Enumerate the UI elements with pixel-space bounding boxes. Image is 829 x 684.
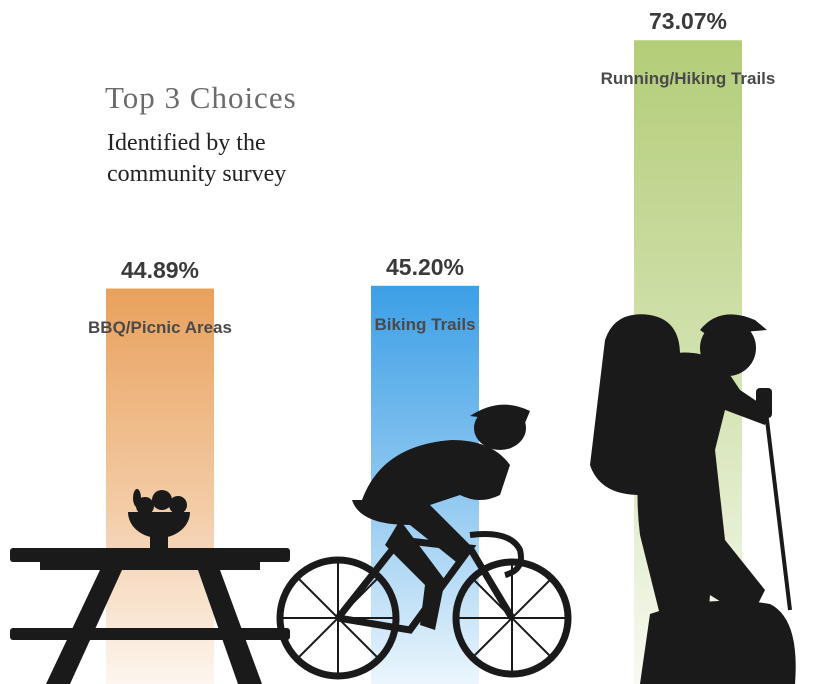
category-label: Biking Trails xyxy=(374,314,476,334)
bar xyxy=(106,288,214,684)
value-label: 44.89% xyxy=(120,256,199,283)
category-label: Running/Hiking Trails xyxy=(600,69,776,89)
category-label: BBQ/Picnic Areas xyxy=(88,317,232,337)
hiker-icon xyxy=(590,314,796,684)
value-label: 45.20% xyxy=(385,253,464,280)
chart-subtitle: Identified by the community survey xyxy=(107,130,287,187)
picnic-table-icon xyxy=(10,489,290,684)
value-label: 73.07% xyxy=(648,8,727,35)
chart-title: Top 3 Choices xyxy=(105,80,297,115)
cyclist-icon xyxy=(276,404,572,680)
